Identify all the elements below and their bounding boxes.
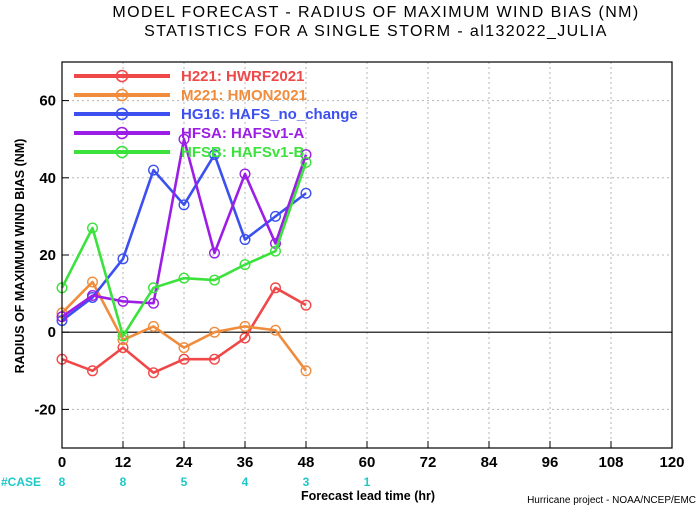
series-marker bbox=[239, 320, 251, 332]
legend-label: M221: HMON2021 bbox=[181, 87, 307, 104]
x-tick-label: 72 bbox=[420, 454, 437, 471]
series-marker bbox=[147, 297, 159, 309]
series-marker bbox=[117, 253, 129, 265]
series-marker bbox=[239, 259, 251, 271]
case-label: #CASE bbox=[1, 475, 41, 489]
series-marker bbox=[239, 168, 251, 180]
x-axis-label: Forecast lead time (hr) bbox=[301, 489, 435, 503]
chart-title-line1: MODEL FORECAST - RADIUS OF MAXIMUM WIND … bbox=[112, 4, 639, 21]
series-marker bbox=[178, 342, 190, 354]
case-count: 1 bbox=[364, 475, 371, 489]
series-marker bbox=[208, 274, 220, 286]
legend-swatch-marker bbox=[115, 107, 129, 121]
y-tick-label: 40 bbox=[39, 170, 56, 187]
series-3 bbox=[56, 149, 312, 327]
series-marker bbox=[178, 272, 190, 284]
series-marker bbox=[208, 326, 220, 338]
series-marker bbox=[147, 282, 159, 294]
series-marker bbox=[86, 365, 98, 377]
series-marker bbox=[117, 295, 129, 307]
y-tick-label: 20 bbox=[39, 247, 56, 264]
series-marker bbox=[147, 367, 159, 379]
series-marker bbox=[239, 234, 251, 246]
x-tick-label: 12 bbox=[115, 454, 132, 471]
y-tick-label: 60 bbox=[39, 93, 56, 110]
series-line bbox=[61, 153, 307, 322]
legend-label: HFSB: HAFSv1-B bbox=[181, 144, 305, 161]
case-counts: 8 8 5 4 3 1 bbox=[59, 475, 371, 489]
x-tick-label: 24 bbox=[176, 454, 193, 471]
series-marker bbox=[270, 282, 282, 294]
series-marker bbox=[270, 324, 282, 336]
legend-item-4: HFSA: HAFSv1-A bbox=[74, 125, 305, 142]
series-marker bbox=[86, 222, 98, 234]
series-marker bbox=[117, 330, 129, 342]
legend: H221: HWRF2021 M221: HMON2021 HG16: HAFS_n… bbox=[74, 68, 358, 161]
legend-item-5: HFSB: HAFSv1-B bbox=[74, 144, 305, 161]
series-marker bbox=[178, 353, 190, 365]
series-marker bbox=[86, 276, 98, 288]
series-5 bbox=[56, 156, 312, 342]
legend-label: HG16: HAFS_no_change bbox=[181, 106, 358, 123]
legend-label: H221: HWRF2021 bbox=[181, 68, 304, 85]
series-marker bbox=[300, 156, 312, 168]
series-line bbox=[61, 280, 308, 372]
series-marker bbox=[147, 164, 159, 176]
legend-swatch-marker bbox=[115, 88, 129, 102]
credit-text: Hurricane project - NOAA/NCEP/EMC bbox=[527, 495, 696, 506]
series-marker bbox=[208, 149, 220, 161]
series-marker bbox=[300, 149, 312, 161]
legend-swatch-marker bbox=[115, 145, 129, 159]
series-marker bbox=[147, 320, 159, 332]
y-axis-label: RADIUS OF MAXIMUM WIND BIAS (NM) bbox=[13, 139, 27, 374]
legend-item-3: HG16: HAFS_no_change bbox=[74, 106, 358, 123]
series-marker bbox=[239, 332, 251, 344]
series-marker bbox=[86, 290, 98, 302]
series-marker bbox=[270, 245, 282, 257]
series-marker bbox=[300, 299, 312, 311]
legend-swatch-marker bbox=[115, 126, 129, 140]
series-marker bbox=[300, 365, 312, 377]
case-count: 5 bbox=[181, 475, 188, 489]
series-lines bbox=[56, 133, 312, 379]
axis-ticks: 0 12 24 36 48 60 72 84 96 108 120 -20 0 20 40 60 bbox=[34, 93, 684, 471]
x-tick-label: 108 bbox=[598, 454, 623, 471]
x-tick-label: 96 bbox=[542, 454, 559, 471]
series-marker bbox=[117, 342, 129, 354]
grid bbox=[62, 62, 672, 448]
case-count: 4 bbox=[242, 475, 249, 489]
legend-item-2: M221: HMON2021 bbox=[74, 87, 307, 104]
series-line bbox=[61, 137, 308, 318]
series-marker bbox=[208, 247, 220, 259]
series-marker bbox=[270, 210, 282, 222]
chart-title-line2: STATISTICS FOR A SINGLE STORM - al132022… bbox=[144, 23, 608, 40]
x-tick-label: 48 bbox=[298, 454, 315, 471]
y-tick-label: 0 bbox=[48, 324, 56, 341]
x-tick-label: 120 bbox=[659, 454, 684, 471]
x-tick-label: 36 bbox=[237, 454, 254, 471]
x-tick-label: 60 bbox=[359, 454, 376, 471]
series-line bbox=[61, 286, 307, 375]
series-1 bbox=[56, 282, 312, 379]
y-tick-label: -20 bbox=[34, 401, 56, 418]
series-line bbox=[60, 161, 308, 338]
case-count: 3 bbox=[303, 475, 310, 489]
x-tick-label: 0 bbox=[58, 454, 66, 471]
series-marker bbox=[178, 133, 190, 145]
series-marker bbox=[300, 187, 312, 199]
series-marker bbox=[178, 199, 190, 211]
legend-item-1: H221: HWRF2021 bbox=[74, 68, 304, 85]
case-count: 8 bbox=[59, 475, 66, 489]
case-count: 8 bbox=[120, 475, 127, 489]
legend-swatch-marker bbox=[115, 69, 129, 83]
x-tick-label: 84 bbox=[481, 454, 498, 471]
legend-label: HFSA: HAFSv1-A bbox=[181, 125, 305, 142]
series-marker bbox=[208, 353, 220, 365]
